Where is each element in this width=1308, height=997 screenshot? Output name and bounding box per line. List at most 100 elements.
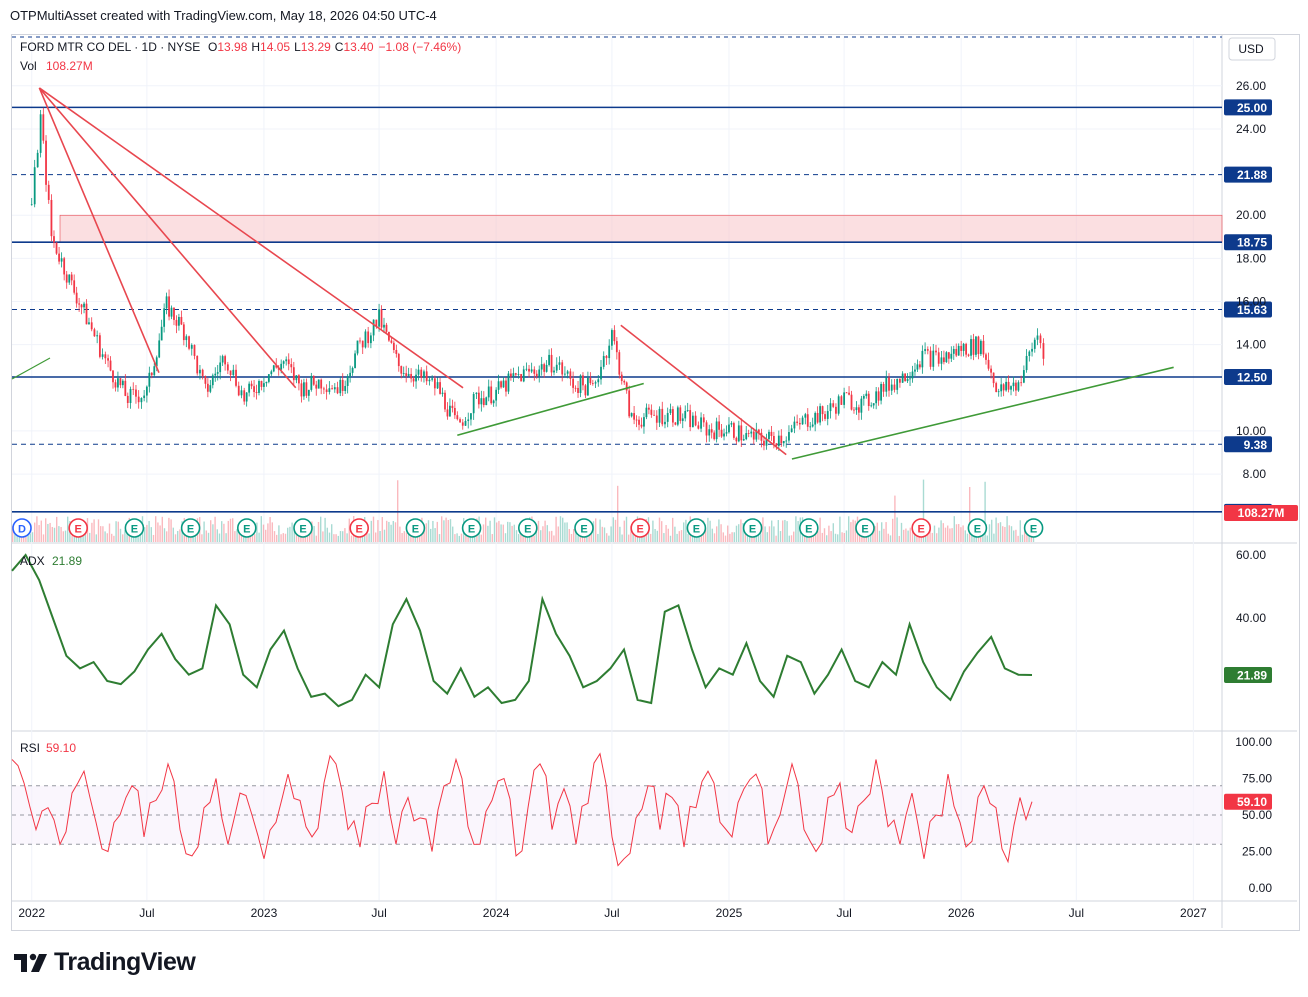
volume-bar [1004,526,1006,542]
x-tick-label: 2026 [948,906,975,920]
candle-body [608,345,611,359]
candle-body [383,324,385,328]
candle-body [655,415,658,423]
candle-body [58,253,60,262]
candle-body [566,371,569,374]
volume-bar [773,526,775,542]
candle-body [243,390,246,402]
volume-bar [335,534,337,542]
event-marker: E [124,518,145,538]
volume-bar [738,524,740,542]
candle-body [582,375,584,386]
tradingview-footer[interactable]: TradingView [14,948,196,977]
volume-bar [399,526,401,542]
volume-bar [520,527,522,542]
candle-body [98,335,101,357]
candle-body [990,368,992,373]
candle-body [1010,386,1012,390]
candle-body [1000,384,1003,392]
trendline [38,87,297,389]
candle-body [620,374,623,381]
volume-bar [654,528,656,542]
volume-bar [16,534,18,542]
volume-bar [276,534,278,542]
candle-body [550,354,553,373]
volume-bar [152,534,155,542]
volume-bar [817,530,819,542]
volume-bar [31,532,34,542]
volume-bar [14,531,16,542]
candle-body [992,372,995,384]
y-tick-label: 16.00 [1236,295,1266,309]
candle-body [185,336,188,341]
volume-bar [577,535,579,542]
volume-bar [617,485,619,542]
candle-body [602,355,605,367]
volume-bar [872,529,874,542]
candle-body [295,375,298,381]
volume-bar [205,530,207,542]
candle-body [952,348,955,354]
y-tick-label: 10.00 [1236,424,1266,438]
candle-body [1025,355,1028,371]
candle-body [650,409,653,415]
rsi-pane: 100.00 75.00 50.00 25.00 0.00 59.10 RSI 59.10 [11,735,1272,895]
candle-body [170,307,173,317]
volume-bar [784,519,786,542]
candle-body [497,381,500,390]
volume-bar [278,525,280,542]
event-marker-label: E [468,524,475,536]
candle-body [772,435,775,444]
candle-body [204,375,207,384]
event-marker-label: E [243,524,250,536]
candle-body [882,383,885,392]
candle-body [681,418,684,421]
volume-bar [201,534,203,542]
event-marker: E [855,518,875,538]
volume-bar [555,516,557,542]
volume-bar [735,525,738,542]
event-marker-label: E [187,524,194,536]
candle-body [129,388,132,404]
candle-body [572,378,575,388]
volume-bar [454,534,456,542]
volume-bar [405,532,408,542]
volume-bar [425,523,427,542]
event-marker: E [461,518,482,538]
volume-bar [922,479,925,542]
volume-bar [905,528,907,542]
volume-bar [34,522,36,542]
candle-body [359,340,361,342]
volume-bar [427,520,430,542]
candle-body [985,354,987,360]
trendline [11,357,51,380]
volume-bar [709,520,711,542]
candle-body [921,350,924,368]
candle-body [972,339,975,355]
candle-body [867,393,870,407]
candle-body [55,242,58,254]
event-marker-label: E [299,524,306,536]
candle-body [36,152,39,168]
volume-bar [564,522,566,542]
candle-body [835,406,837,414]
volume-bar [553,535,555,542]
event-marker: D [12,518,32,538]
candle-body [569,371,572,379]
x-tick-label: Jul [604,906,619,920]
candle-body [888,377,890,391]
volume-bar [383,529,386,542]
rsi-band [12,785,1222,845]
candle-body [135,389,137,397]
candle-body [341,379,344,391]
volume-bar [432,520,434,542]
volume-bar [282,533,284,542]
volume-bar [29,533,31,542]
volume-bar [819,517,821,542]
candle-body [635,419,638,421]
candle-body [819,406,821,423]
volume-bar [392,520,394,542]
level-tag-bg [1224,369,1272,386]
